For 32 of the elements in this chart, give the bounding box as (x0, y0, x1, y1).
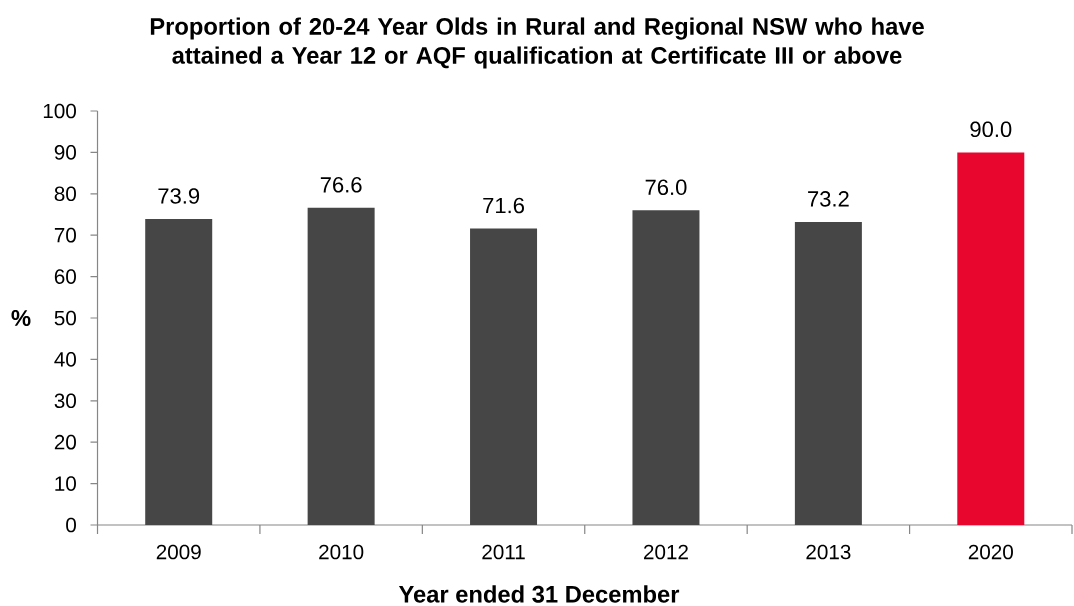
x-tick-label: 2010 (319, 544, 364, 560)
bar (145, 219, 213, 525)
y-axis-title: % (11, 310, 31, 326)
bar (957, 152, 1025, 525)
x-tick-label: 2009 (156, 544, 201, 560)
x-axis-title: Year ended 31 December (398, 585, 680, 603)
y-tick-label: 100 (43, 103, 76, 119)
y-tick-label: 20 (54, 434, 76, 450)
y-tick-label: 70 (54, 227, 76, 243)
y-tick-label: 40 (54, 352, 76, 367)
bar (632, 210, 700, 525)
y-tick-label: 0 (66, 517, 76, 533)
x-tick-label: 2011 (482, 544, 525, 560)
x-tick-label: 2012 (644, 544, 688, 560)
y-tick-label: 50 (54, 310, 76, 326)
data-label: 76.6 (320, 177, 362, 193)
y-tick-label: 30 (54, 393, 76, 409)
bar (307, 207, 375, 525)
data-label: 73.2 (808, 191, 849, 207)
chart-title: Proportion of 20-24 Year Olds in Rural and Regional NSW who have attained a Year 12 or AQF qualification at Certificate III or above (150, 17, 924, 69)
x-tick-label: 2013 (806, 544, 851, 560)
y-tick-label: 80 (54, 186, 76, 202)
y-tick-label: 60 (54, 269, 76, 284)
x-tick-label: 2020 (968, 544, 1013, 560)
data-label: 90.0 (970, 121, 1012, 138)
y-tick-label: 10 (55, 476, 76, 491)
bar (470, 228, 538, 525)
data-label: 76.0 (645, 179, 687, 196)
y-tick-label: 90 (54, 145, 76, 160)
bar (794, 221, 862, 525)
data-label: 73.9 (158, 188, 200, 204)
data-label: 71.6 (483, 197, 524, 214)
